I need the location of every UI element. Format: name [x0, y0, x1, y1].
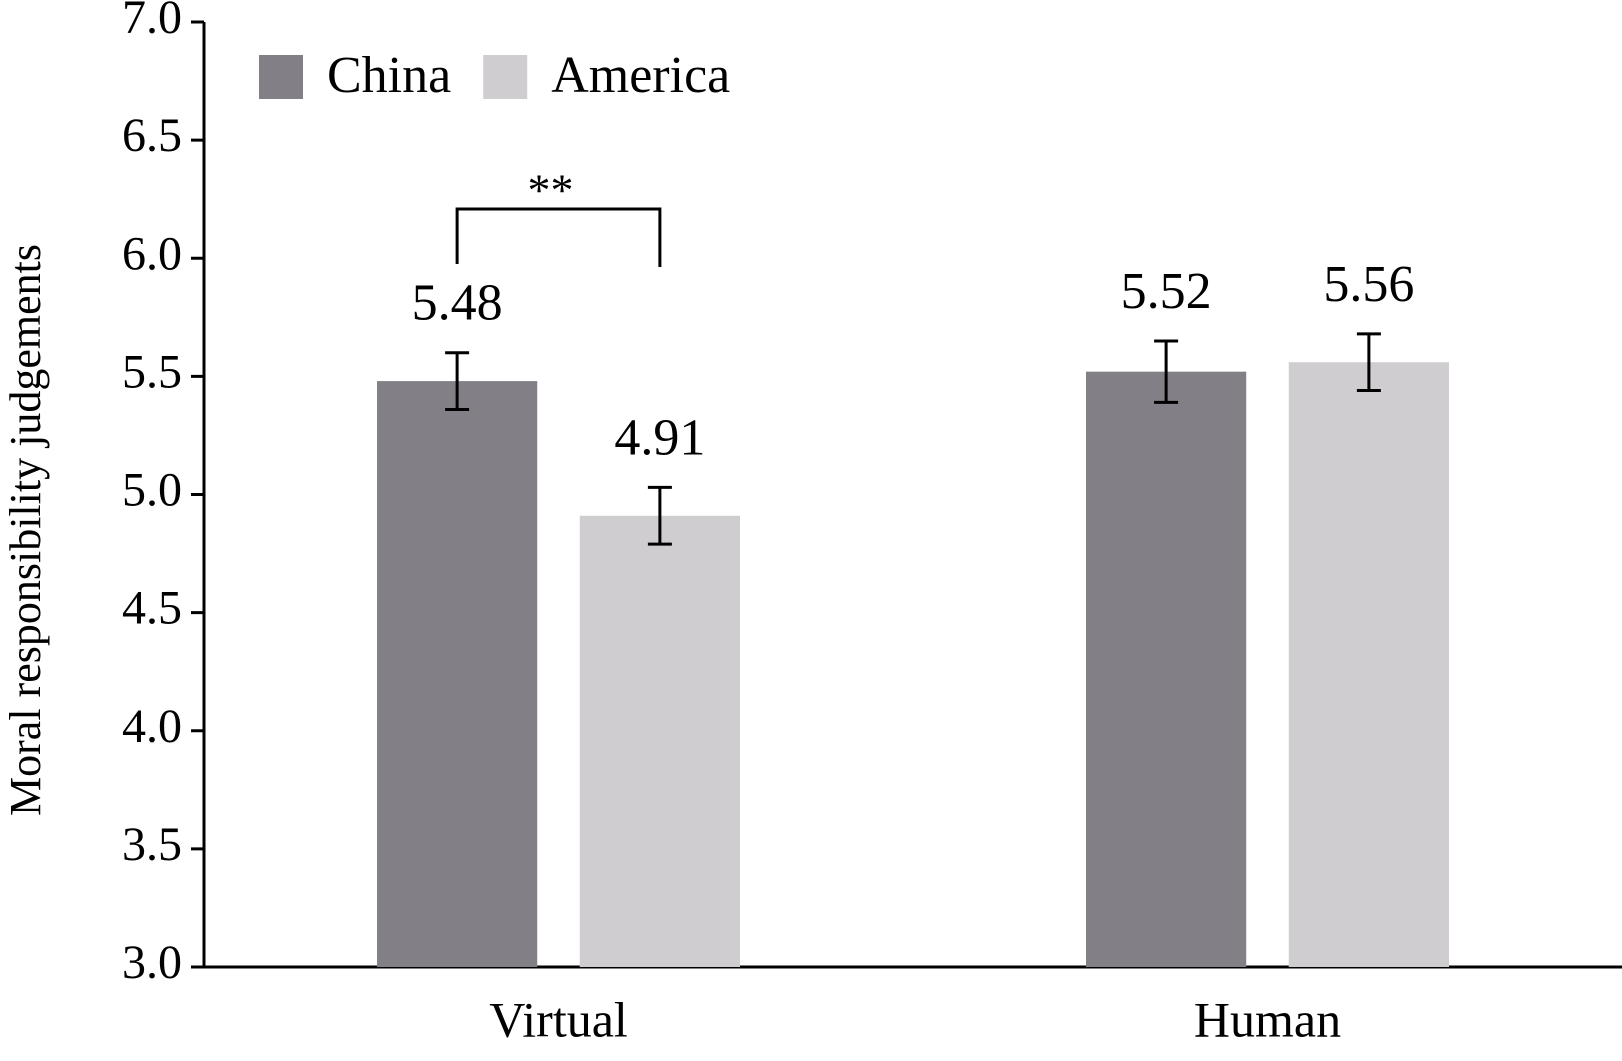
x-tick-label: Human: [1194, 991, 1341, 1047]
legend-swatch: [483, 55, 528, 99]
y-tick-label: 7.0: [122, 0, 182, 44]
value-label: 4.91: [614, 409, 705, 466]
value-label: 5.48: [412, 275, 503, 332]
bar: [579, 515, 741, 967]
significance-bracket: [455, 207, 662, 267]
error-bar: [1154, 339, 1179, 404]
x-tick-label: Virtual: [489, 991, 628, 1047]
significance-label: **: [528, 165, 574, 216]
legend-swatch: [259, 55, 303, 99]
error-bar: [445, 351, 470, 411]
y-tick-label: 5.0: [122, 464, 182, 517]
y-tick-label: 4.5: [122, 582, 182, 635]
bar: [376, 381, 538, 968]
error-bar: [647, 485, 672, 546]
value-label: 5.52: [1121, 263, 1212, 320]
y-tick-label: 6.0: [122, 227, 182, 280]
error-bar: [1356, 332, 1381, 393]
bar: [1085, 371, 1247, 967]
y-axis-label: Moral responsibility judgements: [1, 244, 50, 816]
y-tick-label: 4.0: [122, 700, 182, 753]
bar: [1288, 362, 1450, 967]
legend-label: China: [327, 47, 451, 104]
y-tick-label: 6.5: [122, 109, 182, 162]
y-tick-label: 3.5: [122, 818, 182, 871]
legend-label: America: [551, 47, 730, 104]
y-tick-label: 3.0: [122, 936, 182, 989]
value-label: 5.56: [1323, 256, 1414, 313]
y-tick-label: 5.5: [122, 345, 182, 398]
